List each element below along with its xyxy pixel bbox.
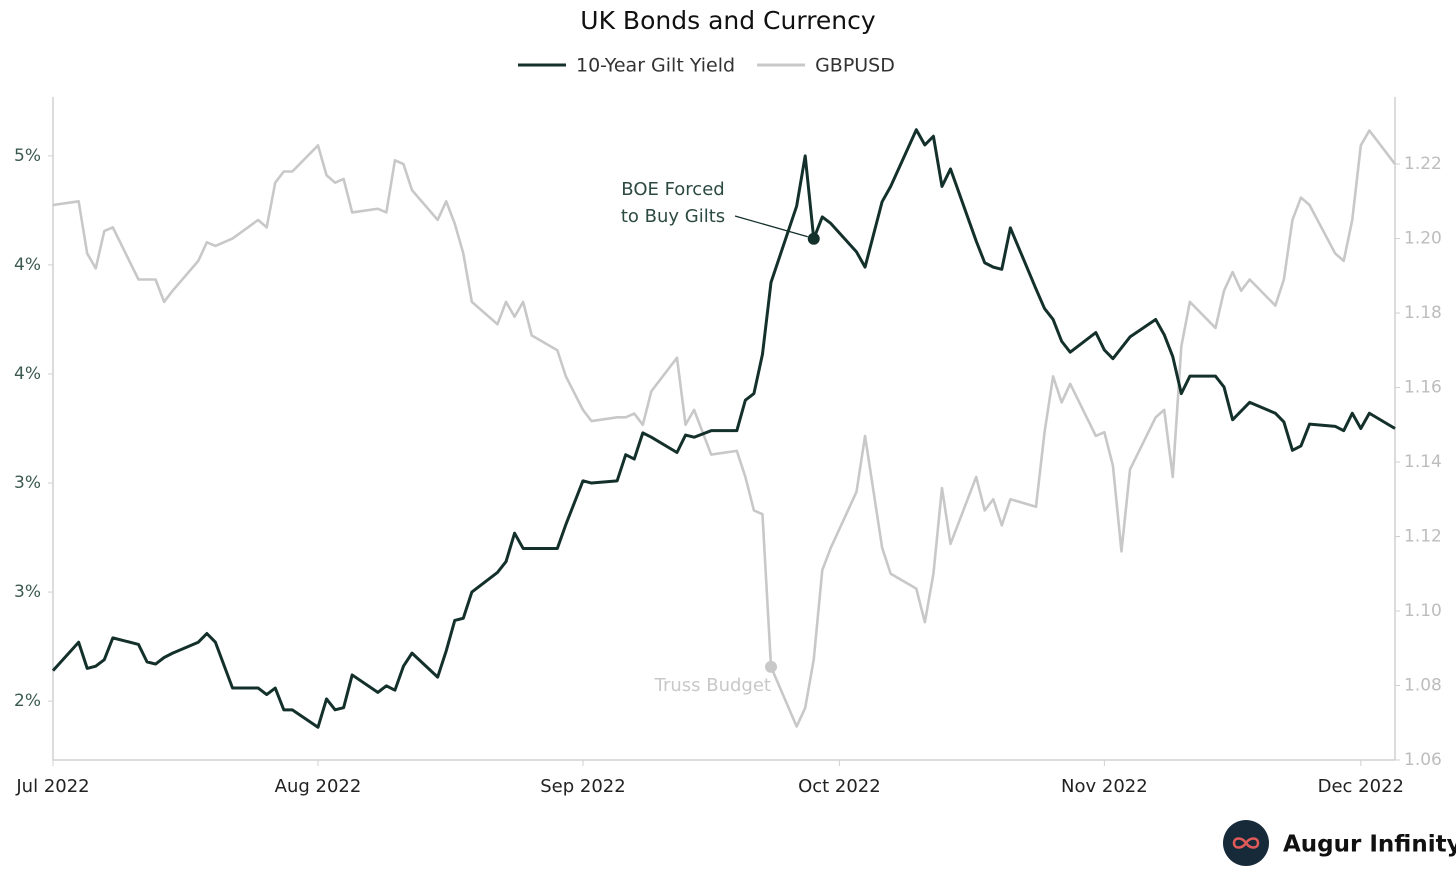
x-tick-label: Nov 2022 (1061, 776, 1148, 797)
brand-logo (1223, 820, 1269, 866)
brand-name: Augur Infinity (1283, 832, 1456, 858)
x-tick-label: Aug 2022 (275, 776, 362, 797)
y2-tick-label: 1.20 (1404, 229, 1442, 249)
annotation-marker (765, 660, 778, 673)
y2-tick-label: 1.16 (1404, 378, 1442, 398)
annotation-text: to Buy Gilts (621, 206, 725, 227)
y-tick-label: 3% (14, 473, 41, 493)
annotation-text: BOE Forced (621, 179, 724, 200)
y-tick-label: 4% (14, 255, 41, 275)
y2-tick-label: 1.22 (1404, 154, 1442, 174)
y2-tick-label: 1.14 (1404, 452, 1442, 472)
y-tick-label: 2% (14, 691, 41, 711)
x-tick-label: Sep 2022 (540, 776, 625, 797)
legend-label: GBPUSD (815, 55, 895, 77)
y2-tick-label: 1.10 (1404, 601, 1442, 621)
y2-tick-label: 1.18 (1404, 303, 1442, 323)
y2-tick-label: 1.06 (1404, 750, 1442, 770)
y2-tick-label: 1.08 (1404, 676, 1442, 696)
x-tick-label: Oct 2022 (798, 776, 881, 797)
y-tick-label: 5% (14, 146, 41, 166)
x-tick-label: Dec 2022 (1318, 776, 1404, 797)
y2-tick-label: 1.12 (1404, 527, 1442, 547)
series-line (51, 128, 1396, 729)
y-tick-label: 4% (14, 364, 41, 384)
x-tick-label: Jul 2022 (15, 776, 89, 797)
y-tick-label: 3% (14, 582, 41, 602)
annotation-text: Truss Budget (654, 675, 771, 696)
annotation-leader (734, 215, 808, 238)
annotation-marker (807, 232, 820, 245)
legend-label: 10-Year Gilt Yield (576, 55, 735, 77)
chart-title: UK Bonds and Currency (580, 6, 876, 35)
series-line (52, 129, 1397, 728)
